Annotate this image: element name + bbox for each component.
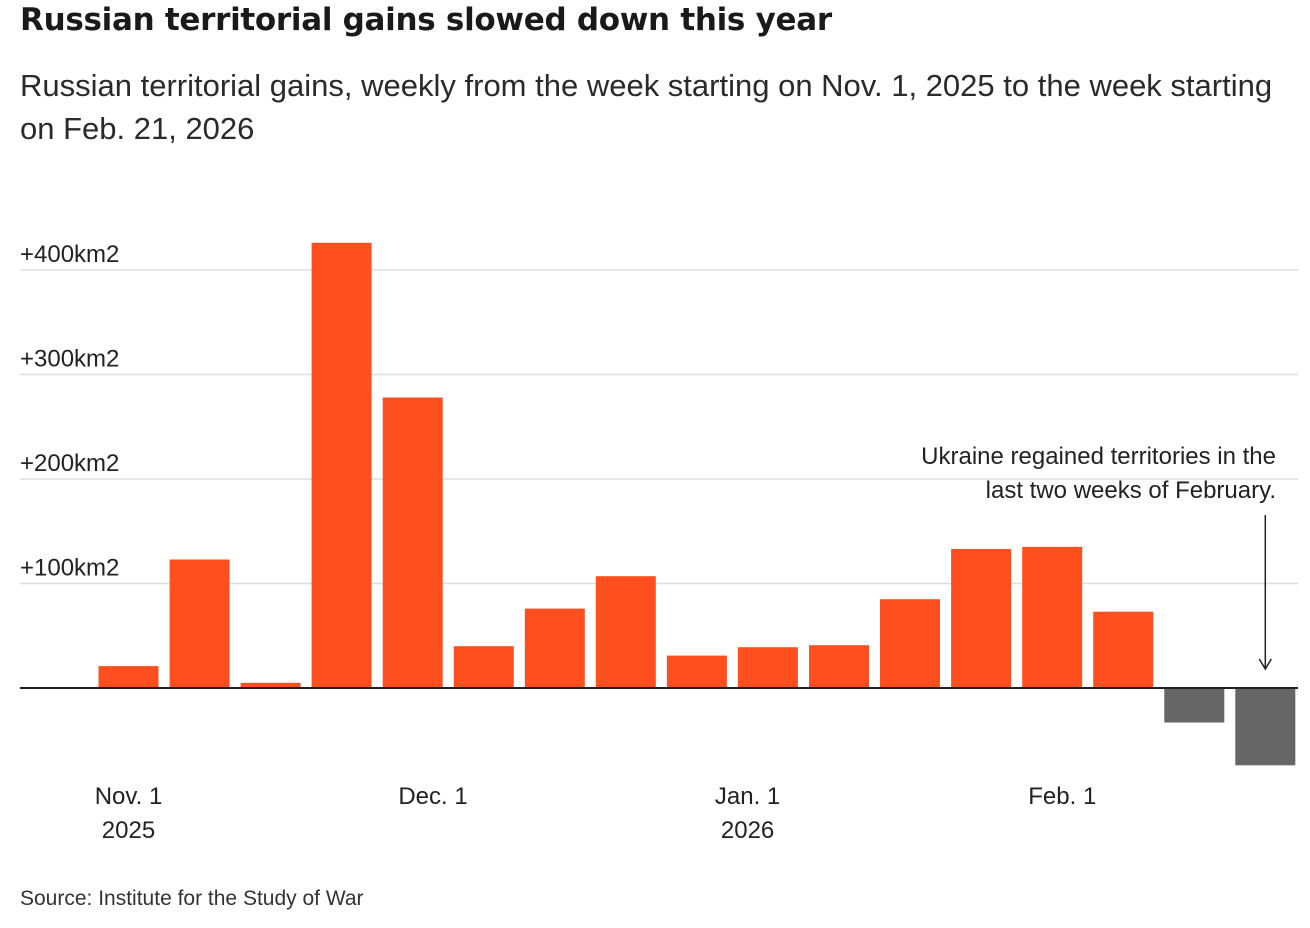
bar	[524, 608, 585, 688]
bar	[1235, 688, 1296, 766]
y-tick-label: +200km2	[20, 450, 119, 477]
bar	[1093, 611, 1154, 688]
bar	[382, 397, 443, 688]
axes: +400km2 +300km2 +200km2 +100km2 Nov. 1 2025 De…	[20, 241, 1298, 844]
gridlines	[20, 269, 1298, 585]
x-tick-label: Dec. 1	[398, 783, 467, 810]
y-tick-label: +300km2	[20, 346, 119, 373]
bar	[98, 666, 159, 688]
y-tick-label: +100km2	[20, 555, 119, 582]
bar	[311, 242, 372, 689]
x-tick-label: 2026	[721, 817, 774, 844]
chart-title: Russian territorial gains slowed down th…	[20, 2, 832, 38]
bar	[240, 682, 301, 688]
bar	[595, 576, 656, 688]
chart-subtitle: Russian territorial gains, weekly from t…	[20, 68, 1273, 146]
bars	[98, 242, 1296, 766]
bar	[169, 559, 230, 688]
x-tick-label: Feb. 1	[1028, 783, 1096, 810]
bar	[666, 655, 727, 688]
annotation-text: Ukraine regained territories in the	[921, 443, 1276, 470]
source-note: Source: Institute for the Study of War	[20, 887, 364, 910]
annotation-arrow	[1258, 515, 1272, 671]
annotation: Ukraine regained territories in the last …	[921, 443, 1276, 671]
bar	[1022, 546, 1083, 688]
x-tick-label: Jan. 1	[715, 783, 780, 810]
bar	[951, 549, 1012, 688]
bar	[453, 646, 514, 688]
bar	[809, 645, 869, 688]
x-tick-label: 2025	[102, 817, 155, 844]
annotation-text: last two weeks of February.	[986, 477, 1276, 504]
bar	[880, 599, 940, 688]
x-tick-label: Nov. 1	[95, 783, 163, 810]
bar	[737, 647, 798, 688]
y-tick-label: +400km2	[20, 241, 119, 268]
bar	[1164, 688, 1225, 723]
